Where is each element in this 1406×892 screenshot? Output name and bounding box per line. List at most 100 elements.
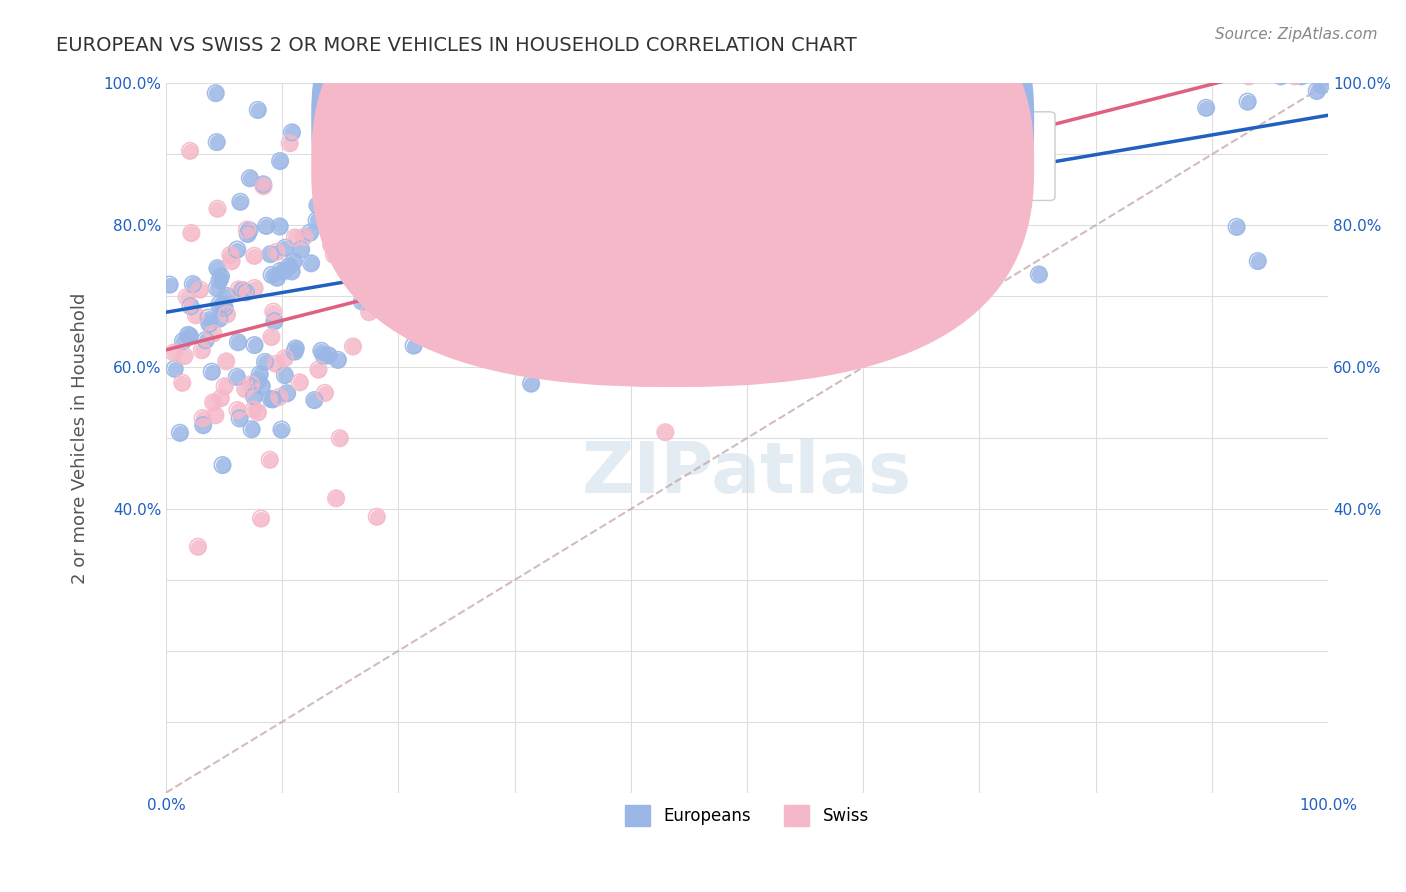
Point xyxy=(263,314,285,328)
Point xyxy=(274,351,297,366)
Point xyxy=(188,283,211,297)
Point xyxy=(238,223,260,237)
Point xyxy=(704,70,727,84)
Point xyxy=(391,244,413,258)
Point xyxy=(903,222,925,236)
Point xyxy=(693,206,716,220)
Point xyxy=(1195,101,1218,115)
Point xyxy=(252,179,274,194)
Point xyxy=(205,135,228,149)
Point xyxy=(202,395,225,409)
Point xyxy=(423,285,446,299)
Text: Source: ZipAtlas.com: Source: ZipAtlas.com xyxy=(1215,27,1378,42)
Point xyxy=(270,264,292,278)
Point xyxy=(260,330,283,344)
Point xyxy=(288,376,311,390)
Point xyxy=(831,276,853,290)
Point xyxy=(159,277,181,292)
Point xyxy=(246,405,269,419)
Point xyxy=(662,86,685,100)
Point xyxy=(207,202,229,216)
Point xyxy=(359,305,381,319)
Point xyxy=(242,402,264,417)
Point xyxy=(678,211,700,225)
Point xyxy=(214,379,236,393)
Point xyxy=(246,103,269,117)
Point xyxy=(179,144,201,158)
Point xyxy=(246,103,269,117)
Point xyxy=(517,240,540,254)
Point xyxy=(602,303,624,318)
Point xyxy=(208,311,231,326)
Point xyxy=(288,376,311,390)
Point xyxy=(263,314,285,328)
Point xyxy=(366,509,388,524)
Point xyxy=(304,393,326,408)
Point xyxy=(1236,95,1258,109)
Point xyxy=(180,299,202,313)
Point xyxy=(976,139,998,153)
Point xyxy=(482,318,505,332)
Point xyxy=(349,227,371,241)
Point xyxy=(236,227,259,241)
Point xyxy=(180,226,202,240)
Point xyxy=(321,238,343,252)
Point xyxy=(262,392,284,407)
Point xyxy=(284,344,307,359)
Point xyxy=(329,431,352,445)
Point xyxy=(274,241,297,255)
Point xyxy=(169,425,191,440)
Point xyxy=(250,511,273,525)
Point xyxy=(299,256,322,270)
Point xyxy=(579,198,602,212)
Point xyxy=(1284,70,1306,84)
Point xyxy=(281,125,304,139)
Point xyxy=(321,238,343,252)
Point xyxy=(239,171,262,186)
Point xyxy=(269,390,291,404)
Point xyxy=(228,282,250,296)
Point xyxy=(211,458,233,472)
Point xyxy=(831,276,853,290)
Point xyxy=(204,86,226,100)
Point xyxy=(225,370,247,384)
Point xyxy=(284,342,307,356)
Point xyxy=(905,158,928,172)
Point xyxy=(243,338,266,352)
Point xyxy=(228,411,250,425)
Point xyxy=(423,285,446,299)
Point xyxy=(198,317,221,331)
Point xyxy=(259,247,281,261)
Point xyxy=(768,316,790,330)
Point xyxy=(228,411,250,425)
Point xyxy=(278,136,301,151)
Point xyxy=(292,229,315,244)
Point xyxy=(322,248,344,262)
Point xyxy=(292,229,315,244)
Point xyxy=(654,425,676,440)
Point xyxy=(326,352,349,367)
Point xyxy=(254,219,277,233)
Point xyxy=(520,376,543,391)
Point xyxy=(266,244,288,259)
Point xyxy=(1028,268,1050,282)
Point xyxy=(179,329,201,343)
Point xyxy=(941,70,963,84)
Point xyxy=(249,368,271,382)
Point xyxy=(259,452,281,467)
Point xyxy=(215,354,238,368)
Point xyxy=(366,509,388,524)
Point xyxy=(208,273,231,287)
Point xyxy=(467,347,489,361)
Point xyxy=(270,423,292,437)
Point xyxy=(343,173,366,187)
Point xyxy=(305,213,328,227)
Point xyxy=(202,326,225,341)
Point xyxy=(266,270,288,285)
Point xyxy=(1270,70,1292,84)
Point xyxy=(208,311,231,326)
Point xyxy=(240,377,263,392)
Point xyxy=(299,226,322,240)
Point xyxy=(325,491,347,506)
Point xyxy=(308,362,330,376)
